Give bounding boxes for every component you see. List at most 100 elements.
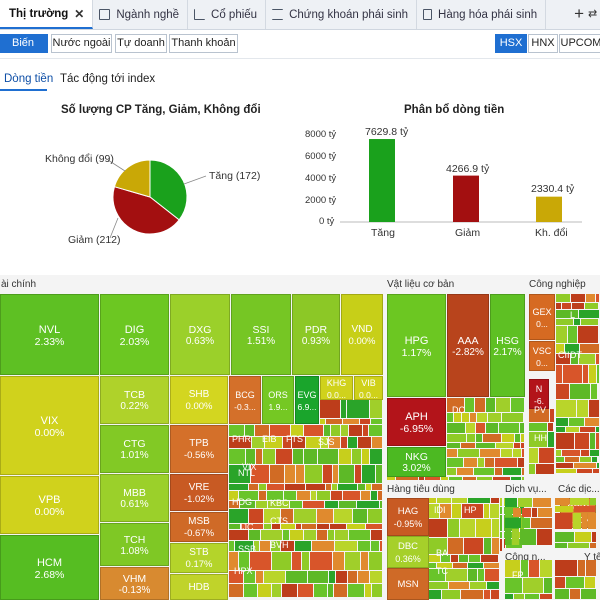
treemap-small-cell[interactable] bbox=[348, 437, 357, 448]
treemap-small-cell[interactable] bbox=[592, 532, 596, 542]
treemap-cell-vix[interactable]: VIX 0.00% bbox=[0, 376, 99, 475]
treemap-small-cell[interactable] bbox=[556, 384, 569, 399]
treemap-small-cell[interactable] bbox=[566, 577, 584, 588]
treemap-small-cell[interactable] bbox=[229, 491, 238, 500]
treemap-small-cell[interactable] bbox=[531, 518, 552, 528]
treemap-small-cell[interactable] bbox=[477, 413, 487, 422]
treemap-small-cell[interactable] bbox=[468, 569, 477, 581]
treemap-small-cell[interactable] bbox=[492, 538, 499, 554]
treemap-cell-gex[interactable]: GEX 0... bbox=[529, 294, 555, 340]
treemap-small-cell[interactable] bbox=[239, 491, 258, 500]
treemap-cell-ssi[interactable]: SSI 1.51% bbox=[231, 294, 291, 375]
treemap-small-cell[interactable] bbox=[502, 413, 523, 422]
treemap-small-cell[interactable] bbox=[556, 344, 564, 353]
treemap-small-cell[interactable] bbox=[513, 449, 521, 457]
treemap-small-cell[interactable] bbox=[326, 419, 342, 424]
treemap-small-cell[interactable] bbox=[486, 423, 498, 433]
treemap-small-cell[interactable] bbox=[284, 491, 296, 500]
treemap-small-cell[interactable] bbox=[348, 584, 364, 597]
treemap-small-cell[interactable] bbox=[548, 432, 554, 447]
treemap-small-cell[interactable] bbox=[317, 491, 330, 500]
treemap-small-cell[interactable] bbox=[372, 584, 382, 597]
treemap-small-cell[interactable] bbox=[437, 498, 451, 503]
treemap-small-cell[interactable] bbox=[343, 419, 359, 424]
treemap-small-cell[interactable] bbox=[366, 524, 382, 529]
treemap-small-cell[interactable] bbox=[245, 425, 254, 436]
treemap-small-cell[interactable] bbox=[458, 449, 479, 457]
treemap-small-cell[interactable] bbox=[429, 519, 447, 537]
treemap-small-cell[interactable] bbox=[484, 538, 491, 554]
treemap-small-cell[interactable] bbox=[502, 434, 514, 442]
treemap-cell-msb[interactable]: MSB -0.67% bbox=[170, 512, 228, 542]
view-button-proprietary[interactable]: Tự doanh bbox=[115, 34, 167, 53]
treemap-small-cell[interactable] bbox=[295, 541, 311, 551]
treemap-small-cell[interactable] bbox=[272, 584, 281, 597]
treemap-cell-hcm[interactable]: HCM 2.68% bbox=[0, 535, 99, 600]
treemap-small-cell[interactable] bbox=[447, 468, 456, 475]
treemap-small-cell[interactable] bbox=[483, 434, 501, 442]
treemap-small-cell[interactable] bbox=[452, 498, 467, 503]
treemap-small-cell[interactable] bbox=[362, 449, 369, 464]
treemap-small-cell[interactable] bbox=[521, 560, 528, 577]
treemap-small-cell[interactable] bbox=[334, 584, 347, 597]
treemap-small-cell[interactable] bbox=[454, 413, 461, 422]
treemap-small-cell[interactable] bbox=[491, 590, 499, 599]
treemap-small-cell[interactable] bbox=[312, 541, 334, 551]
treemap-cell-mbb[interactable]: MBB 0.61% bbox=[100, 474, 169, 522]
treemap-small-cell[interactable] bbox=[556, 310, 578, 318]
treemap-small-cell[interactable] bbox=[550, 409, 554, 422]
treemap-cell-vre[interactable]: VRE -1.02% bbox=[170, 474, 228, 511]
treemap-small-cell[interactable] bbox=[518, 498, 532, 507]
treemap-small-cell[interactable] bbox=[447, 398, 464, 412]
treemap-small-cell[interactable] bbox=[492, 519, 499, 537]
bar-down[interactable] bbox=[453, 175, 479, 222]
treemap-small-cell[interactable] bbox=[447, 443, 460, 448]
treemap-small-cell[interactable] bbox=[270, 425, 290, 436]
treemap-small-cell[interactable] bbox=[331, 491, 342, 500]
treemap-small-cell[interactable] bbox=[589, 400, 599, 417]
treemap-small-cell[interactable] bbox=[229, 552, 238, 570]
treemap-small-cell[interactable] bbox=[325, 501, 338, 508]
treemap-small-cell[interactable] bbox=[317, 530, 327, 540]
treemap-small-cell[interactable] bbox=[302, 552, 309, 570]
treemap-small-cell[interactable] bbox=[328, 530, 334, 540]
treemap-small-cell[interactable] bbox=[370, 571, 382, 583]
treemap-cell-stb[interactable]: STB 0.17% bbox=[170, 543, 228, 573]
treemap-small-cell[interactable] bbox=[590, 543, 596, 551]
treemap-small-cell[interactable] bbox=[317, 509, 333, 523]
treemap-small-cell[interactable] bbox=[296, 465, 304, 483]
add-tab-icon[interactable]: + bbox=[574, 4, 584, 23]
treemap-small-cell[interactable] bbox=[352, 449, 361, 464]
treemap-small-cell[interactable] bbox=[250, 552, 271, 570]
treemap-small-cell[interactable] bbox=[371, 419, 382, 424]
treemap-small-cell[interactable] bbox=[556, 303, 561, 309]
treemap-small-cell[interactable] bbox=[574, 463, 596, 468]
treemap-cell-dig[interactable]: DIG 2.03% bbox=[100, 294, 169, 375]
treemap-small-cell[interactable] bbox=[520, 423, 524, 433]
treemap-small-cell[interactable] bbox=[579, 310, 599, 318]
treemap-small-cell[interactable] bbox=[522, 449, 524, 457]
treemap-small-cell[interactable] bbox=[353, 509, 367, 523]
treemap-cell-ors[interactable]: ORS 1.9... bbox=[262, 376, 294, 424]
treemap-small-cell[interactable] bbox=[495, 458, 517, 467]
treemap-small-cell[interactable] bbox=[441, 555, 450, 562]
treemap-small-cell[interactable] bbox=[505, 508, 512, 517]
treemap-small-cell[interactable] bbox=[596, 294, 599, 302]
treemap-small-cell[interactable] bbox=[484, 590, 490, 599]
treemap-small-cell[interactable] bbox=[556, 365, 562, 383]
treemap-small-cell[interactable] bbox=[453, 563, 467, 568]
treemap-small-cell[interactable] bbox=[265, 437, 282, 448]
treemap-small-cell[interactable] bbox=[574, 319, 580, 325]
treemap-small-cell[interactable] bbox=[331, 425, 340, 436]
treemap-small-cell[interactable] bbox=[249, 530, 260, 540]
treemap-small-cell[interactable] bbox=[267, 484, 284, 490]
treemap-small-cell[interactable] bbox=[578, 560, 585, 576]
treemap-small-cell[interactable] bbox=[358, 541, 370, 551]
treemap-small-cell[interactable] bbox=[330, 524, 346, 529]
treemap-small-cell[interactable] bbox=[339, 449, 351, 464]
treemap-small-cell[interactable] bbox=[568, 326, 577, 343]
treemap-small-cell[interactable] bbox=[229, 449, 245, 464]
treemap-small-cell[interactable] bbox=[303, 501, 324, 508]
treemap-small-cell[interactable] bbox=[575, 433, 589, 449]
treemap-small-cell[interactable] bbox=[292, 552, 301, 570]
